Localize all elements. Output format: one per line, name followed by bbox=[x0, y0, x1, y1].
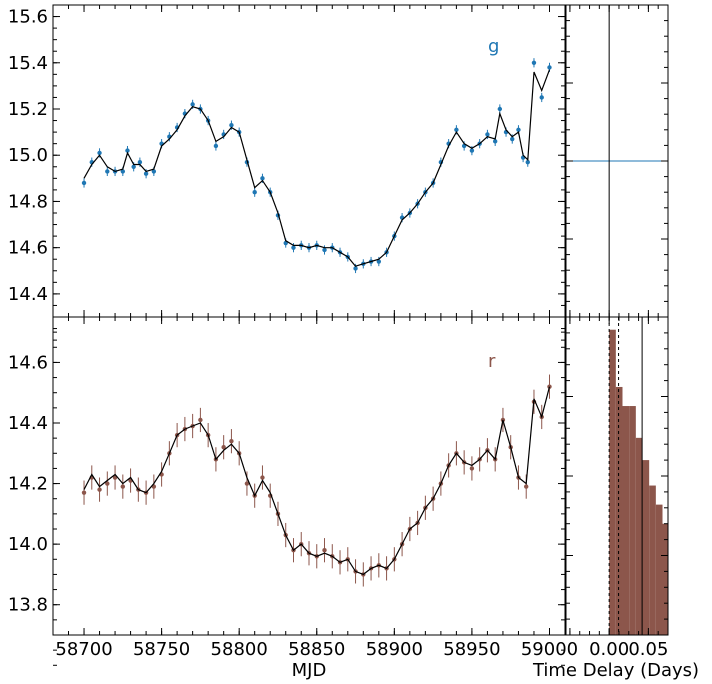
r-lc-y-tick-label: 14.0 bbox=[8, 534, 48, 555]
r-lc-axes-frame bbox=[52, 316, 566, 636]
r-td-histogram-bar bbox=[622, 406, 630, 635]
r-lc-data-point bbox=[260, 475, 265, 480]
g-band-label: g bbox=[488, 36, 499, 57]
r-td-histogram-bar bbox=[609, 329, 616, 635]
r-lc-y-tick-label: 14.2 bbox=[8, 474, 48, 495]
g-lc-data-point bbox=[81, 180, 87, 186]
r-td-histogram-bar bbox=[642, 460, 650, 635]
g-lc-data-point bbox=[131, 164, 136, 169]
g-lc-data-point bbox=[291, 245, 296, 250]
r-lc-data-point bbox=[105, 481, 110, 486]
r-lc-data-point bbox=[221, 445, 226, 450]
g-lc-data-point bbox=[510, 136, 515, 142]
g-lc-y-tick-label: 15.0 bbox=[8, 145, 48, 166]
r-td-histogram-bar bbox=[635, 437, 643, 635]
r-td-histogram-bar bbox=[629, 406, 636, 635]
r-band-label: r bbox=[488, 351, 496, 372]
r-lc-x-tick-label: 58850 bbox=[288, 639, 345, 660]
g-lc-data-point bbox=[260, 176, 265, 181]
r-lc-data-point bbox=[120, 484, 126, 489]
r-lc-data-point bbox=[81, 490, 87, 495]
r-td-x-tick-label: 0.05 bbox=[628, 639, 668, 660]
r-lc-data-point bbox=[229, 438, 234, 444]
g-lc-data-point bbox=[120, 169, 126, 174]
x-axis-label-time-delay: Time Delay (Days) bbox=[532, 660, 699, 681]
r-lc-data-point bbox=[547, 384, 552, 389]
g-lc-plot-area bbox=[81, 58, 552, 274]
r-lc-x-tick-label: 58700 bbox=[55, 639, 112, 660]
r-band-light-curve-panel: 13.8 14.0 14.2 14.4 14.6 58700 58750 58800 58850… bbox=[8, 316, 578, 666]
g-lc-data-point bbox=[322, 247, 327, 253]
r-lc-plot-area bbox=[81, 374, 552, 587]
g-lc-y-tick-label: 15.4 bbox=[8, 53, 48, 74]
r-lc-data-point bbox=[198, 417, 203, 423]
r-lc-y-tick-label: 14.4 bbox=[8, 413, 48, 434]
r-lc-x-tick-label: 59000 bbox=[521, 639, 578, 660]
r-lc-model-line bbox=[83, 386, 551, 576]
g-lc-data-point bbox=[229, 122, 234, 128]
g-lc-model-line bbox=[83, 69, 551, 267]
r-lc-data-point bbox=[469, 466, 475, 471]
r-td-plot-area bbox=[608, 317, 668, 635]
g-lc-data-point bbox=[492, 139, 498, 144]
g-lc-data-point bbox=[525, 159, 530, 165]
g-lc-data-point bbox=[497, 106, 503, 112]
r-td-histogram-bar bbox=[655, 504, 663, 635]
r-lc-x-tick-label: 58900 bbox=[366, 639, 423, 660]
r-lc-data-point bbox=[322, 548, 327, 553]
g-lc-data-point bbox=[143, 171, 149, 176]
g-lc-data-point bbox=[137, 159, 143, 165]
r-band-time-delay-panel: 0.00 0.05 bbox=[565, 316, 669, 660]
g-lc-data-point bbox=[213, 143, 219, 149]
r-td-histogram-bar bbox=[615, 386, 623, 635]
g-band-time-delay-panel bbox=[565, 4, 669, 318]
g-lc-data-point bbox=[547, 65, 552, 70]
g-lc-data-point bbox=[454, 127, 459, 132]
r-lc-y-tick-label: 14.6 bbox=[8, 352, 48, 373]
g-lc-y-tick-label: 14.8 bbox=[8, 191, 48, 212]
g-td-plot-area bbox=[566, 5, 668, 317]
g-lc-data-point bbox=[469, 148, 475, 153]
g-lc-y-tick-label: 14.4 bbox=[8, 284, 48, 305]
r-td-histogram-bar bbox=[649, 485, 656, 635]
g-lc-data-point bbox=[252, 190, 257, 195]
r-lc-data-point bbox=[524, 484, 529, 489]
g-lc-data-point bbox=[539, 95, 544, 100]
g-lc-data-point bbox=[105, 169, 110, 174]
g-lc-data-point bbox=[190, 102, 195, 107]
r-lc-data-point bbox=[97, 487, 102, 492]
r-td-histogram-bar bbox=[662, 523, 668, 635]
r-td-x-tick-label: 0.00 bbox=[589, 639, 629, 660]
g-lc-y-tick-label: 14.6 bbox=[8, 238, 48, 259]
g-lc-data-point bbox=[531, 60, 537, 65]
r-lc-x-tick-label: 58800 bbox=[211, 639, 268, 660]
g-lc-y-tick-label: 15.6 bbox=[8, 7, 48, 28]
r-lc-x-tick-label: 58750 bbox=[133, 639, 190, 660]
g-lc-data-point bbox=[353, 266, 358, 271]
g-lc-data-point bbox=[125, 148, 130, 153]
r-lc-data-point bbox=[244, 481, 250, 486]
r-lc-y-tick-label: 13.8 bbox=[8, 595, 48, 616]
x-axis-label-mjd: MJD bbox=[292, 660, 327, 681]
g-lc-data-point bbox=[97, 150, 102, 156]
g-lc-data-point bbox=[516, 127, 521, 132]
g-lc-data-point bbox=[485, 132, 490, 137]
g-lc-y-tick-label: 15.2 bbox=[8, 99, 48, 120]
g-lc-data-point bbox=[151, 169, 157, 174]
g-band-light-curve-panel: 14.4 14.6 14.8 15.0 15.2 15.4 15.6 g bbox=[8, 4, 566, 341]
g-lc-data-point bbox=[376, 259, 382, 264]
r-lc-x-tick-label: 58950 bbox=[443, 639, 500, 660]
